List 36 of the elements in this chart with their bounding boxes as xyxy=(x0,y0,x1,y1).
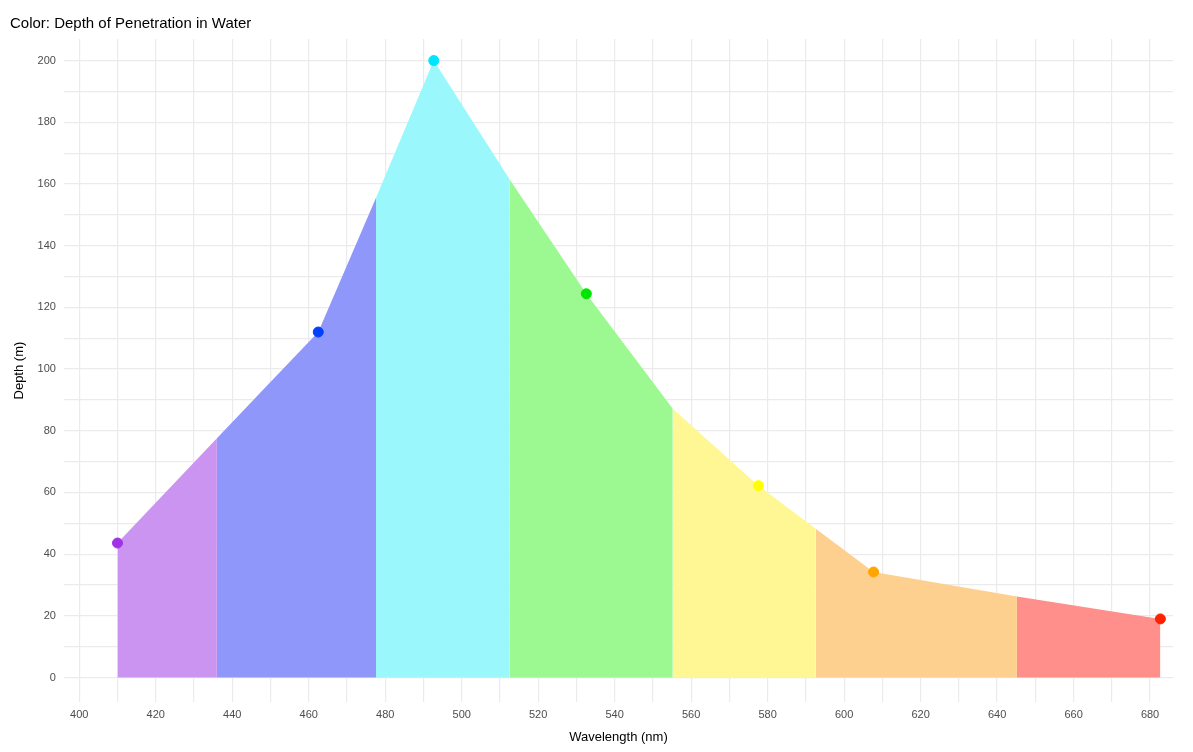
x-tick-label: 520 xyxy=(528,707,548,720)
y-tick-label: 200 xyxy=(37,53,56,66)
chart-title: Color: Depth of Penetration in Water xyxy=(10,14,252,32)
y-tick-label: 0 xyxy=(49,670,56,683)
x-tick-label: 640 xyxy=(987,707,1007,720)
x-tick-label: 440 xyxy=(223,707,242,720)
x-tick-label: 540 xyxy=(605,707,624,720)
y-axis-title: Depth (m) xyxy=(11,341,27,400)
point xyxy=(868,566,880,578)
y-tick-label: 80 xyxy=(43,423,56,436)
y-tick-label: 20 xyxy=(43,608,56,621)
y-tick-label: 180 xyxy=(37,115,56,128)
y-tick-label: 120 xyxy=(37,300,56,313)
y-tick-label: 140 xyxy=(37,238,56,251)
x-tick-label: 620 xyxy=(911,707,930,720)
x-tick-label: 400 xyxy=(70,707,89,720)
point xyxy=(428,55,440,67)
point xyxy=(1154,613,1166,625)
x-tick-label: 660 xyxy=(1064,707,1083,720)
x-tick-label: 600 xyxy=(834,707,854,720)
x-tick-label: 480 xyxy=(376,707,395,720)
y-tick-label: 60 xyxy=(43,485,56,498)
x-axis-title: Wavelength (nm) xyxy=(569,728,668,744)
x-tick-label: 500 xyxy=(452,707,471,720)
point xyxy=(111,537,123,549)
x-tick-label: 580 xyxy=(758,707,777,720)
x-tick-label: 460 xyxy=(299,707,318,720)
y-tick-label: 100 xyxy=(37,362,56,375)
x-tick-label: 680 xyxy=(1140,707,1160,720)
y-tick-label: 160 xyxy=(37,177,56,190)
point xyxy=(752,480,764,492)
y-tick-label: 40 xyxy=(43,547,56,560)
point xyxy=(312,326,324,338)
point xyxy=(580,288,592,300)
x-tick-label: 420 xyxy=(146,707,165,720)
x-tick-label: 560 xyxy=(681,707,701,720)
